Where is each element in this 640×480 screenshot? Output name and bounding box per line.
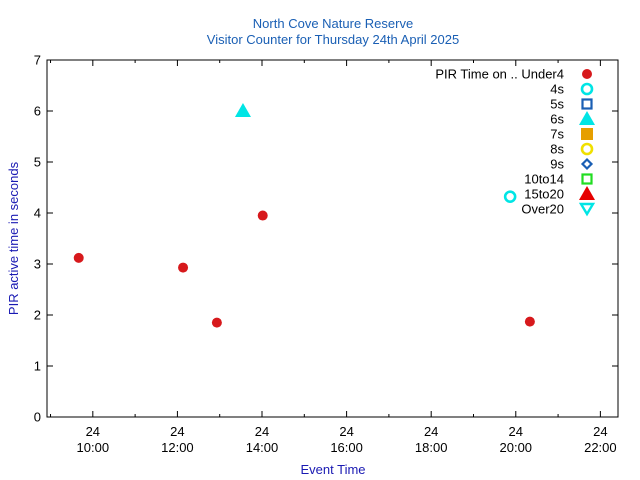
x-tick-day-label: 24 bbox=[509, 424, 523, 439]
legend-entry-label: 8s bbox=[550, 142, 564, 157]
legend-marker-7s bbox=[581, 128, 593, 140]
data-point-6s bbox=[234, 103, 251, 117]
y-tick-label: 7 bbox=[34, 53, 41, 68]
x-tick-time-label: 18:00 bbox=[415, 440, 448, 455]
plot-frame bbox=[46, 59, 619, 418]
data-point-under4 bbox=[178, 262, 189, 273]
legend-marker-6s bbox=[579, 111, 595, 125]
x-tick-time-label: 14:00 bbox=[246, 440, 279, 455]
x-axis: 2410:002412:002414:002416:002418:002420:… bbox=[50, 60, 617, 455]
legend-marker-8s bbox=[580, 142, 594, 156]
legend-entry-label: 9s bbox=[550, 157, 564, 172]
data-point-under4 bbox=[211, 317, 222, 328]
legend-marker-over20 bbox=[578, 202, 596, 217]
x-tick-day-label: 24 bbox=[255, 424, 269, 439]
legend-marker-15to20 bbox=[579, 186, 595, 200]
legend-entry-label: 10to14 bbox=[524, 172, 564, 187]
legend-marker-4s bbox=[580, 82, 594, 96]
x-tick-time-label: 20:00 bbox=[500, 440, 533, 455]
data-point-under4 bbox=[73, 252, 84, 263]
x-tick-day-label: 24 bbox=[86, 424, 100, 439]
x-axis-label: Event Time bbox=[300, 462, 365, 477]
y-tick-label: 2 bbox=[34, 308, 41, 323]
legend-marker-9s bbox=[580, 157, 594, 171]
y-tick-label: 4 bbox=[34, 206, 41, 221]
x-tick-time-label: 12:00 bbox=[161, 440, 194, 455]
x-tick-time-label: 22:00 bbox=[584, 440, 617, 455]
legend-marker-under4 bbox=[582, 69, 592, 79]
legend-marker-10to14 bbox=[581, 173, 593, 185]
data-points bbox=[73, 103, 535, 328]
legend-entry-label: PIR Time on .. Under4 bbox=[435, 67, 564, 82]
x-tick-day-label: 24 bbox=[170, 424, 184, 439]
legend: PIR Time on .. Under44s5s6s7s8s9s10to141… bbox=[435, 67, 596, 217]
y-tick-label: 5 bbox=[34, 155, 41, 170]
legend-entry-label: 7s bbox=[550, 127, 564, 142]
x-tick-time-label: 10:00 bbox=[77, 440, 110, 455]
data-point-under4 bbox=[257, 210, 268, 221]
y-tick-label: 1 bbox=[34, 359, 41, 374]
x-tick-day-label: 24 bbox=[339, 424, 353, 439]
chart-title: North Cove Nature Reserve bbox=[253, 16, 413, 31]
y-axis: 0 1 2 3 4 5 6 7 bbox=[34, 53, 618, 425]
data-point-under4 bbox=[524, 316, 535, 327]
y-tick-label: 6 bbox=[34, 104, 41, 119]
legend-entry-label: Over20 bbox=[521, 202, 564, 217]
legend-entry-label: 6s bbox=[550, 112, 564, 127]
legend-entry-label: 5s bbox=[550, 97, 564, 112]
legend-entry-label: 15to20 bbox=[524, 187, 564, 202]
x-tick-day-label: 24 bbox=[424, 424, 438, 439]
data-point-4s bbox=[503, 190, 517, 203]
legend-marker-5s bbox=[581, 98, 593, 110]
chart-subtitle: Visitor Counter for Thursday 24th April … bbox=[207, 32, 459, 47]
x-tick-time-label: 16:00 bbox=[330, 440, 363, 455]
y-axis-label: PIR active time in seconds bbox=[6, 161, 21, 315]
x-tick-day-label: 24 bbox=[593, 424, 607, 439]
y-tick-label: 0 bbox=[34, 410, 41, 425]
y-tick-label: 3 bbox=[34, 257, 41, 272]
legend-entry-label: 4s bbox=[550, 82, 564, 97]
